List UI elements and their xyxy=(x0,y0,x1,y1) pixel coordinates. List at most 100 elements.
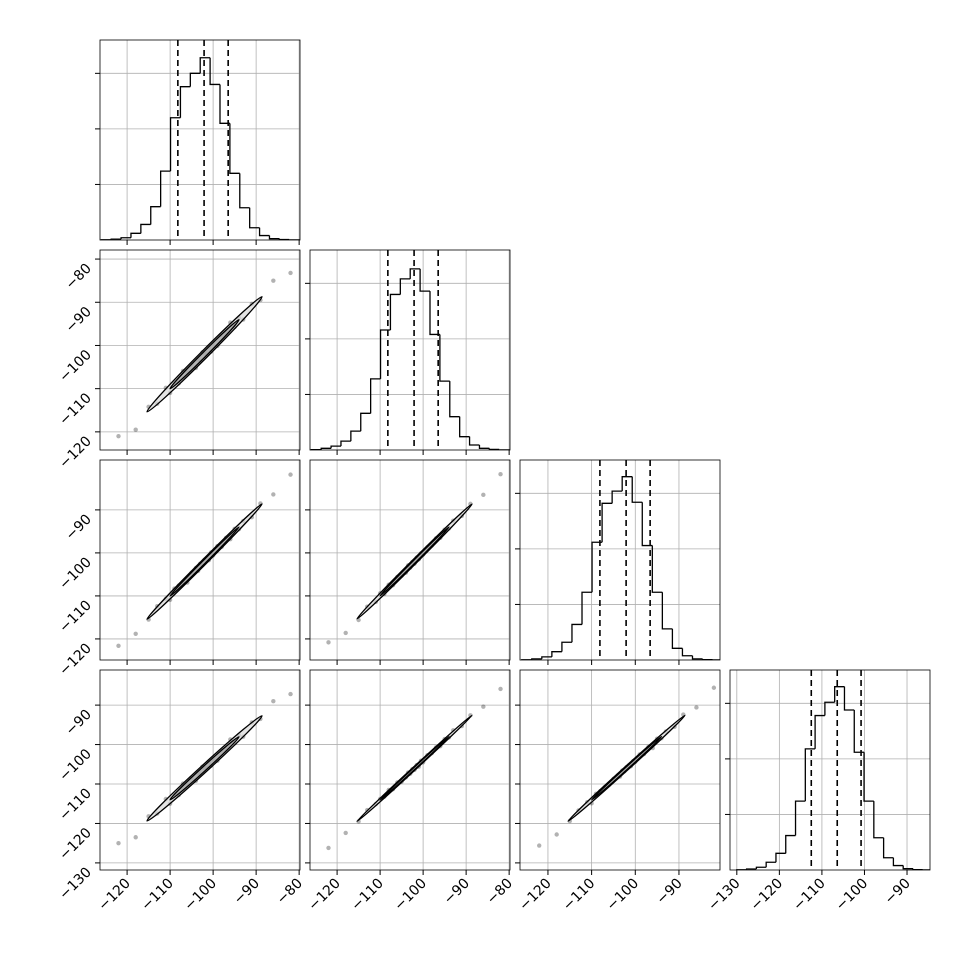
histogram-step xyxy=(765,861,776,868)
histogram-step xyxy=(389,293,401,330)
panel-frame xyxy=(309,459,511,661)
histogram-step xyxy=(541,656,552,659)
sample-point xyxy=(271,492,276,497)
histogram-step xyxy=(873,801,884,839)
histogram-step xyxy=(369,378,381,414)
histogram-step xyxy=(551,651,562,657)
histogram-step xyxy=(409,268,421,279)
histogram-step xyxy=(439,334,450,382)
x-tick-label: −110 xyxy=(790,876,829,915)
y-tick-label: −100 xyxy=(56,347,95,386)
histogram-step xyxy=(902,865,913,870)
histogram-step xyxy=(419,268,430,292)
y-tick-label: −90 xyxy=(63,511,95,543)
x-tick-label: −120 xyxy=(95,876,134,915)
histogram-step xyxy=(843,686,855,711)
histogram-step xyxy=(330,445,341,449)
y-tick-label: −90 xyxy=(63,304,95,336)
sample-point xyxy=(343,630,348,636)
sample-point xyxy=(288,270,293,276)
x-tick-label: −110 xyxy=(138,876,177,915)
histogram-step xyxy=(320,447,332,450)
histogram-step xyxy=(745,868,757,870)
sample-point xyxy=(326,845,331,851)
histogram-step xyxy=(601,502,613,543)
contour xyxy=(379,526,450,597)
sample-point xyxy=(498,471,503,477)
histogram-step xyxy=(258,227,270,237)
histogram-step xyxy=(219,84,230,124)
x-tick-label: −130 xyxy=(705,876,744,915)
histogram-step xyxy=(621,476,633,492)
histogram-step xyxy=(159,170,171,207)
sample-point xyxy=(271,278,276,283)
histogram xyxy=(736,686,930,870)
histogram-step xyxy=(681,648,693,657)
histogram-step xyxy=(468,436,480,446)
panel-frame xyxy=(519,669,721,871)
histogram-step xyxy=(478,445,490,449)
panel-frame xyxy=(99,39,301,241)
histogram-step xyxy=(350,430,361,442)
sample-point xyxy=(326,640,331,645)
y-tick-label: −80 xyxy=(63,261,95,293)
sample-point xyxy=(288,472,293,477)
histogram-step xyxy=(571,623,583,643)
histogram-step xyxy=(651,545,663,593)
sample-point xyxy=(133,631,138,636)
sample-point xyxy=(116,840,121,846)
x-tick-label: −90 xyxy=(441,876,473,908)
histogram xyxy=(521,476,720,660)
histogram-step xyxy=(449,381,460,418)
x-tick-label: −90 xyxy=(882,876,914,908)
sample-point xyxy=(288,691,293,697)
histogram-step xyxy=(399,278,411,295)
x-tick-label: −110 xyxy=(560,876,599,915)
sample-point xyxy=(498,686,503,692)
histogram-step xyxy=(611,490,623,504)
histogram-step xyxy=(824,701,835,716)
sample-point xyxy=(133,427,138,432)
contour xyxy=(169,526,240,597)
sample-point xyxy=(481,704,486,709)
histogram-step xyxy=(661,592,673,630)
x-tick-label: −100 xyxy=(833,876,872,915)
panel-frame xyxy=(99,669,301,871)
scatter xyxy=(326,471,503,645)
histogram-step xyxy=(814,714,825,749)
x-tick-label: −80 xyxy=(274,876,306,908)
y-tick-label: −120 xyxy=(56,825,95,864)
x-tick-label: −120 xyxy=(516,876,555,915)
panel-frame xyxy=(99,249,301,451)
y-tick-label: −110 xyxy=(56,597,95,636)
histogram-step xyxy=(531,658,542,660)
scatter xyxy=(326,686,503,851)
histogram-step xyxy=(631,476,643,503)
x-tick-label: −90 xyxy=(231,876,263,908)
histogram-step xyxy=(268,235,280,240)
scatter xyxy=(116,270,293,439)
histogram-step xyxy=(892,857,904,867)
x-tick-label: −100 xyxy=(181,876,220,915)
histogram-step xyxy=(199,57,211,74)
histogram-step xyxy=(179,86,191,118)
sample-point xyxy=(481,492,486,498)
sample-point xyxy=(271,698,276,704)
sample-point xyxy=(694,705,699,710)
contour xyxy=(590,735,663,801)
contour xyxy=(169,736,240,801)
y-tick-label: −110 xyxy=(56,786,95,825)
y-tick-label: −100 xyxy=(56,746,95,785)
histogram-step xyxy=(130,232,141,238)
y-tick-label: −130 xyxy=(56,864,95,903)
histogram-step xyxy=(561,641,572,652)
histogram-step xyxy=(239,173,250,209)
x-tick-label: −120 xyxy=(305,876,344,915)
histogram-step xyxy=(110,238,122,240)
x-tick-label: −80 xyxy=(484,876,516,908)
x-tick-label: −100 xyxy=(604,876,643,915)
panel-frame xyxy=(519,459,721,661)
histogram-step xyxy=(340,440,351,447)
y-tick-label: −120 xyxy=(56,640,95,679)
